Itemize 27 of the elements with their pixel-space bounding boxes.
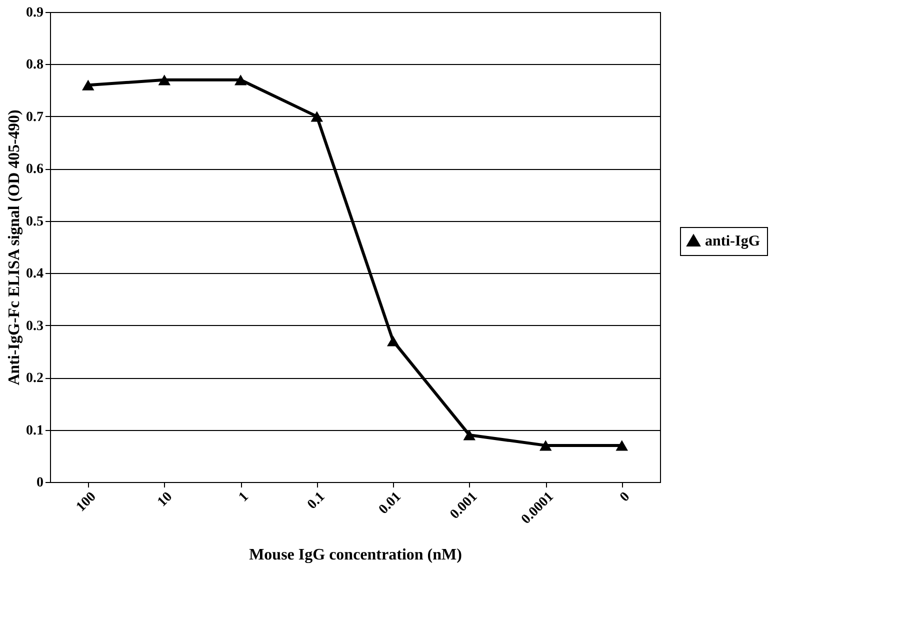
y-tick-label: 0.2 [26,371,44,386]
point [616,440,628,451]
point [463,430,476,440]
y-axis-title: Anti-IgG-Fc ELISA signal (OD 405-490) [6,110,23,386]
point [158,74,170,86]
x-tick-label: 1 [236,490,252,506]
point [387,336,400,346]
y-tick-label: 0.3 [26,318,44,334]
x-axis-title: Mouse IgG concentration (nM) [249,546,462,564]
y-tick-label: 0.4 [26,266,44,282]
y-tick-label: 0.6 [26,162,44,178]
y-tick-label: 0.5 [26,214,44,230]
point [310,111,323,122]
x-tick-label: 0.1 [305,490,328,512]
y-tick-label: 0.9 [26,6,44,20]
point [82,80,94,90]
point [540,440,552,451]
y-tick-label: 0.1 [26,423,44,438]
x-tick-label: 0 [617,490,633,506]
x-tick-label: 10 [154,490,176,510]
y-tick-label: 0 [36,476,44,490]
x-tick-label: 100 [74,490,100,515]
point [234,74,247,86]
x-tick-label: 0.01 [376,490,404,518]
y-tick-label: 0.7 [26,110,44,125]
legend-label: anti-IgG [705,234,760,250]
y-tick-label: 0.8 [26,58,44,73]
